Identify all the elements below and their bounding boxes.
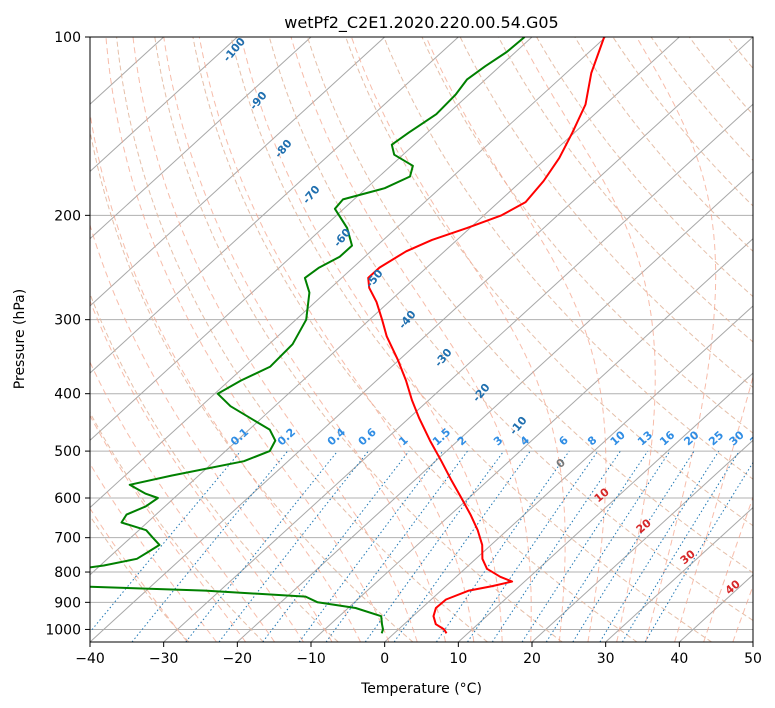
isotherm-line (236, 170, 753, 642)
y-axis-label: Pressure (hPa) (12, 289, 28, 389)
mixing-ratio-line (298, 450, 444, 642)
x-tick-label: 30 (597, 651, 615, 667)
dry-adiabat-line (192, 37, 638, 642)
dry-adiabat-line (345, 37, 753, 527)
mixing-ratio-line (572, 450, 695, 642)
isotherm-line (90, 37, 312, 240)
moist-adiabat-line (105, 37, 390, 642)
dry-adiabat-line (116, 37, 488, 642)
x-axis-label: Temperature (°C) (360, 681, 482, 697)
moist-adiabat-line (90, 462, 217, 642)
moist-adiabat-line (90, 361, 276, 642)
mixing-ratio-line (325, 450, 468, 642)
mixing-ratio-line (393, 450, 531, 642)
isotherm-line (90, 37, 607, 509)
y-tick-label: 900 (54, 595, 81, 611)
moist-adiabat-line (198, 37, 475, 642)
moist-adiabat-line (240, 37, 503, 642)
moist-adiabat-line (636, 37, 717, 642)
plot-frame (89, 36, 754, 643)
moist-adiabat-line (90, 299, 304, 642)
moist-adiabat-line (163, 37, 446, 642)
isotherm-line (90, 37, 386, 307)
sounding-profiles (90, 37, 606, 634)
moist-adiabat-line (290, 37, 532, 642)
isotherm-line (90, 37, 238, 173)
y-tick-label: 100 (54, 30, 81, 46)
mixing-ratio-line (90, 450, 242, 633)
x-tick-label: 40 (670, 651, 688, 667)
isotherm-line (90, 37, 533, 442)
y-tick-label: 1000 (45, 622, 81, 638)
moist-adiabat-line (90, 507, 188, 642)
y-tick-label: 300 (54, 313, 81, 329)
x-tick-label: −20 (223, 651, 253, 667)
x-tick-label: −30 (149, 651, 179, 667)
x-tick-label: 20 (523, 651, 541, 667)
isotherm-line (457, 372, 753, 642)
y-tick-label: 500 (54, 444, 81, 460)
dry-adiabat-line (497, 37, 753, 343)
dry-adiabat-line (536, 37, 753, 298)
temperature-profile (367, 37, 606, 634)
isotherm-line (310, 237, 753, 642)
x-tick-label: −40 (75, 651, 105, 667)
x-tick-label: 50 (744, 651, 762, 667)
axis-ticks: −40 −30 −20 −10 0 10 20 30 40 50 100 200 300 400 500 60… (45, 30, 762, 667)
x-tick-label: −10 (296, 651, 326, 667)
isotherm-line (605, 506, 753, 642)
mixing-ratio-line (185, 450, 338, 642)
moist-adiabat-line (351, 37, 566, 642)
isotherm-line (531, 439, 753, 642)
moist-adiabat-line (703, 495, 753, 642)
mixing-ratio-line (621, 450, 740, 642)
moist-adiabat-line (425, 37, 607, 642)
background-lines (90, 37, 753, 642)
dry-adiabat-line (421, 37, 753, 434)
moist-adiabat-line (732, 584, 753, 642)
mixing-ratio-line (545, 450, 671, 642)
mixing-ratio-line (262, 450, 410, 642)
mixing-ratio-label: 36 (747, 428, 767, 448)
y-tick-label: 800 (54, 565, 81, 581)
y-tick-label: 600 (54, 491, 81, 507)
y-tick-label: 700 (54, 531, 81, 547)
mixing-ratio-line (521, 450, 649, 642)
moist-adiabat-line (90, 223, 333, 642)
dry-adiabat-line (268, 37, 753, 622)
mixing-ratio-line (131, 450, 288, 642)
mixing-ratio-line (467, 450, 599, 642)
mixing-ratio-line (491, 450, 621, 642)
y-tick-label: 400 (54, 387, 81, 403)
isotherm-line (384, 305, 753, 642)
x-tick-label: 0 (380, 651, 389, 667)
mixing-ratio-line (435, 450, 570, 642)
moist-adiabat-line (674, 374, 753, 642)
x-tick-label: 10 (449, 651, 467, 667)
dry-adiabat-line (154, 37, 563, 642)
dry-adiabat-line (307, 37, 753, 574)
dry-adiabat-line (230, 37, 712, 642)
dry-adiabat-line (90, 128, 414, 642)
dewpoint-profile (90, 37, 526, 634)
chart-title: wetPf2_C2E1.2020.220.00.54.G05 (284, 13, 558, 33)
moist-adiabat-line (132, 37, 418, 642)
isotherm-line (163, 103, 753, 642)
moist-adiabat-line (90, 110, 361, 642)
y-tick-label: 200 (54, 208, 81, 224)
